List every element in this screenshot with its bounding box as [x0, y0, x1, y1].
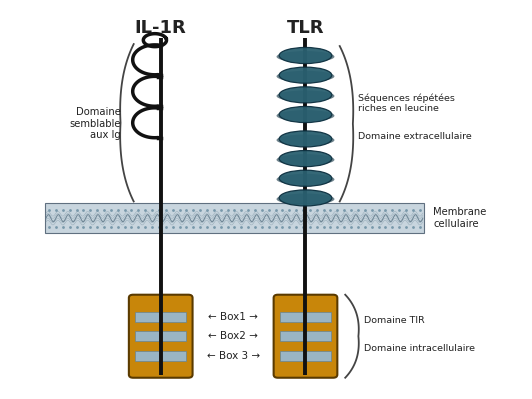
Ellipse shape [279, 67, 332, 83]
Ellipse shape [277, 134, 335, 146]
Ellipse shape [279, 170, 332, 186]
FancyBboxPatch shape [129, 295, 193, 378]
Text: Domaine TIR: Domaine TIR [364, 316, 425, 325]
Text: Domaine
semblable
aux Ig: Domaine semblable aux Ig [69, 107, 121, 140]
Text: IL-1R: IL-1R [135, 18, 187, 37]
Ellipse shape [277, 194, 335, 205]
Bar [280, 331, 331, 341]
Ellipse shape [279, 150, 332, 167]
Bar [280, 351, 331, 361]
Ellipse shape [279, 190, 332, 206]
Text: TLR: TLR [287, 18, 324, 37]
Ellipse shape [277, 154, 335, 166]
Ellipse shape [277, 51, 335, 62]
Text: Séquences répétées
riches en leucine: Séquences répétées riches en leucine [358, 93, 455, 113]
Ellipse shape [279, 87, 332, 103]
Text: ← Box 3 →: ← Box 3 → [206, 351, 260, 361]
Text: ← Box1 →: ← Box1 → [208, 312, 258, 322]
Bar [280, 312, 331, 322]
Bar [135, 351, 186, 361]
Ellipse shape [279, 131, 332, 147]
Ellipse shape [277, 71, 335, 82]
Text: Domaine intracellulaire: Domaine intracellulaire [364, 344, 475, 353]
Text: ← Box2 →: ← Box2 → [208, 331, 258, 341]
Text: Membrane
cellulaire: Membrane cellulaire [434, 207, 487, 229]
Ellipse shape [279, 47, 332, 63]
FancyBboxPatch shape [273, 295, 337, 378]
Ellipse shape [277, 110, 335, 121]
Bar [135, 312, 186, 322]
FancyBboxPatch shape [45, 203, 424, 233]
Text: Domaine extracellulaire: Domaine extracellulaire [358, 132, 472, 141]
Ellipse shape [277, 90, 335, 102]
Ellipse shape [277, 174, 335, 185]
Ellipse shape [279, 107, 332, 122]
Bar [135, 331, 186, 341]
